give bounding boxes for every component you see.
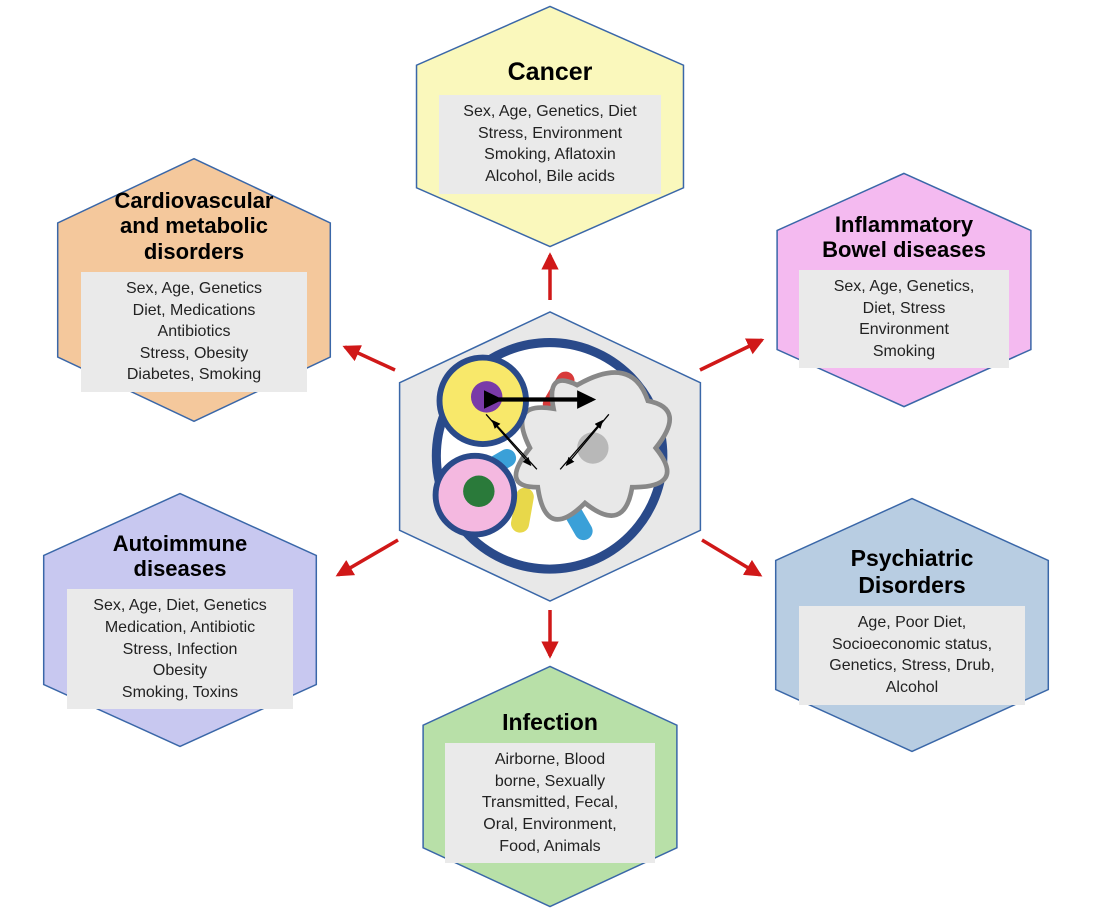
hex-cancer-factors: Sex, Age, Genetics, DietStress, Environm…: [439, 95, 661, 193]
hex-infection-title: Infection: [445, 709, 656, 735]
hex-ibd: InflammatoryBowel diseases Sex, Age, Gen…: [769, 171, 1039, 409]
hex-cancer: Cancer Sex, Age, Genetics, DietStress, E…: [408, 4, 692, 249]
hex-psych: PsychiatricDisorders Age, Poor Diet,Soci…: [767, 496, 1057, 754]
hex-cardio-factors: Sex, Age, GeneticsDiet, MedicationsAntib…: [81, 272, 307, 392]
hex-cardio: Cardiovascularand metabolicdisorders Sex…: [49, 156, 339, 424]
hex-autoimmune-factors: Sex, Age, Diet, GeneticsMedication, Anti…: [67, 589, 293, 709]
hex-autoimmune-title: Autoimmunediseases: [67, 531, 293, 582]
hex-psych-title: PsychiatricDisorders: [799, 545, 1025, 598]
hex-ibd-title: InflammatoryBowel diseases: [799, 212, 1010, 263]
hex-infection-factors: Airborne, Bloodborne, SexuallyTransmitte…: [445, 743, 656, 863]
hex-cancer-title: Cancer: [439, 58, 661, 87]
center-inner-arrows: [412, 315, 687, 569]
hex-ibd-factors: Sex, Age, Genetics,Diet, StressEnvironme…: [799, 270, 1010, 368]
hex-infection: Infection Airborne, Bloodborne, Sexually…: [415, 664, 685, 909]
hex-psych-factors: Age, Poor Diet,Socioeconomic status,Gene…: [799, 606, 1025, 704]
hex-cardio-title: Cardiovascularand metabolicdisorders: [81, 188, 307, 264]
hex-autoimmune: Autoimmunediseases Sex, Age, Diet, Genet…: [35, 491, 325, 749]
center-content: GutMicrobiota Immunesystem Diet, Drug,An…: [412, 329, 687, 583]
center-hexagon: GutMicrobiota Immunesystem Diet, Drug,An…: [390, 309, 710, 604]
